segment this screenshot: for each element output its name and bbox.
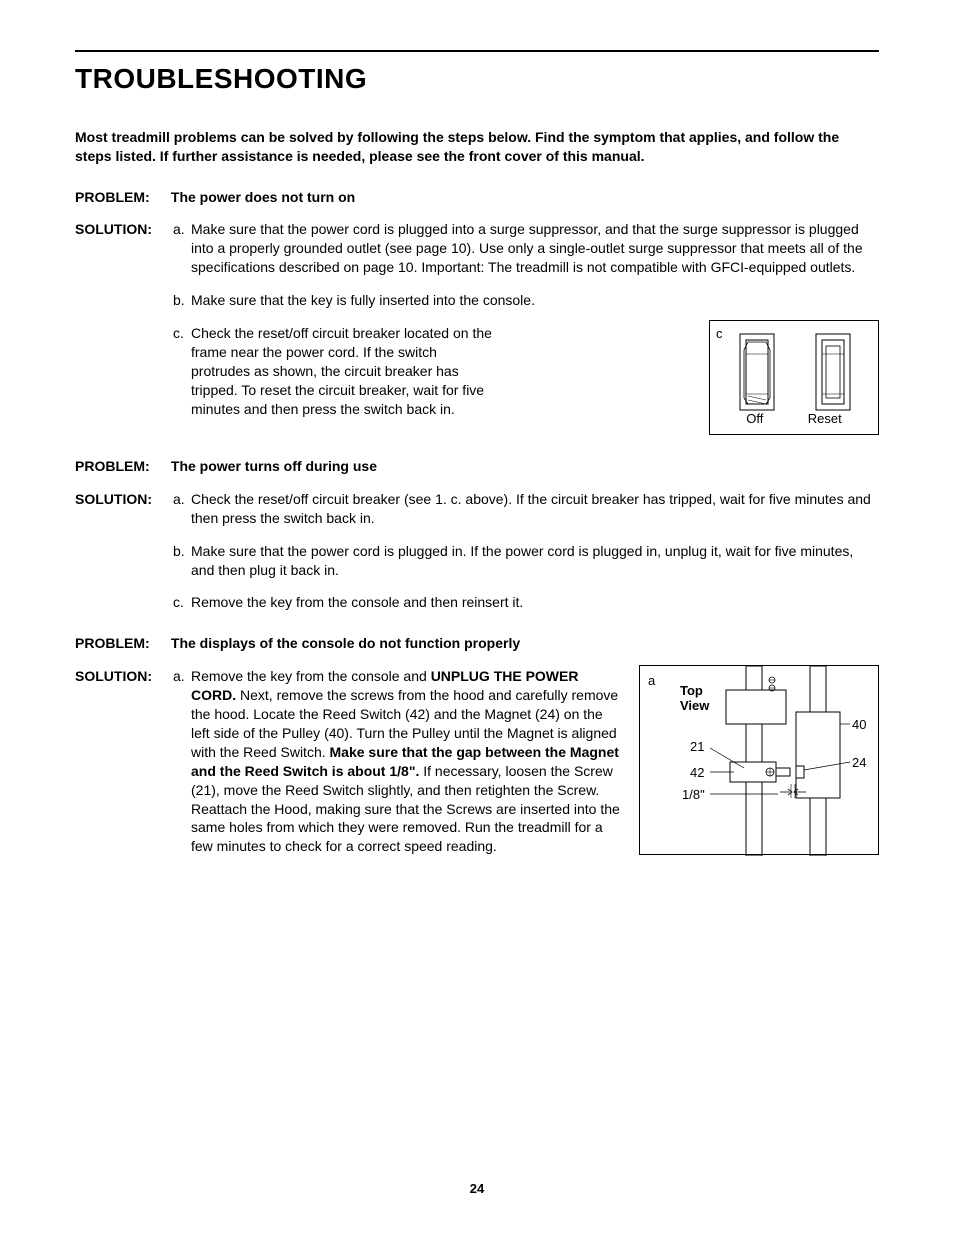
solution-2a-row: SOLUTION: a. Check the reset/off circuit… (75, 490, 879, 528)
item-letter: a. (173, 490, 191, 509)
solution-2b-text: Make sure that the power cord is plugged… (191, 542, 879, 580)
solution-3a-row: SOLUTION: a. Remove the key from the con… (75, 667, 621, 856)
figure-c: c Off Reset (709, 320, 879, 435)
figure-c-labels: Off Reset (710, 410, 878, 428)
solution-1a-row: SOLUTION: a. Make sure that the power co… (75, 220, 879, 277)
label-21: 21 (690, 738, 704, 756)
item-letter: c. (173, 593, 191, 612)
figure-a: a (639, 665, 879, 855)
circuit-breaker-icon (710, 329, 880, 419)
solution-2b-row: b. Make sure that the power cord is plug… (75, 542, 879, 580)
solution-2c-text: Remove the key from the console and then… (191, 593, 879, 612)
solution-3a-text: Remove the key from the console and UNPL… (191, 667, 621, 856)
solution-1: SOLUTION: a. Make sure that the power co… (75, 220, 879, 435)
reset-label: Reset (808, 410, 842, 428)
problem-label: PROBLEM: (75, 634, 167, 653)
problem-1-title: The power does not turn on (171, 189, 355, 205)
label-18: 1/8" (682, 786, 705, 804)
label-24: 24 (852, 754, 866, 772)
solution-label: SOLUTION: (75, 490, 173, 509)
solution-2a-text: Check the reset/off circuit breaker (see… (191, 490, 879, 528)
solution-label: SOLUTION: (75, 667, 173, 686)
page-title: TROUBLESHOOTING (75, 60, 879, 98)
top-rule (75, 50, 879, 52)
top-view-diagram-icon (640, 666, 880, 856)
item-letter: a. (173, 667, 191, 686)
label-42: 42 (690, 764, 704, 782)
solution-1b-text: Make sure that the key is fully inserted… (191, 291, 879, 310)
solution-3: a (75, 667, 879, 870)
p3a-pre: Remove the key from the console and (191, 668, 431, 684)
item-letter: b. (173, 291, 191, 310)
item-letter: c. (173, 324, 191, 418)
item-letter: b. (173, 542, 191, 580)
problem-1-heading: PROBLEM: The power does not turn on (75, 188, 879, 207)
item-letter: a. (173, 220, 191, 239)
solution-1c-row: c. Check the reset/off circuit breaker l… (75, 324, 689, 418)
problem-label: PROBLEM: (75, 457, 167, 476)
label-40: 40 (852, 716, 866, 734)
solution-2: SOLUTION: a. Check the reset/off circuit… (75, 490, 879, 612)
problem-label: PROBLEM: (75, 188, 167, 207)
solution-1a-text: Make sure that the power cord is plugged… (191, 220, 879, 277)
solution-1c-text: Check the reset/off circuit breaker loca… (191, 324, 499, 418)
top-view-label: Top View (680, 684, 709, 713)
problem-3-title: The displays of the console do not funct… (171, 635, 520, 651)
intro-text: Most treadmill problems can be solved by… (75, 128, 879, 166)
problem-2-heading: PROBLEM: The power turns off during use (75, 457, 879, 476)
off-label: Off (746, 410, 763, 428)
solution-2c-row: c. Remove the key from the console and t… (75, 593, 879, 612)
solution-1b-row: b. Make sure that the key is fully inser… (75, 291, 879, 310)
problem-2-title: The power turns off during use (171, 458, 377, 474)
page-number: 24 (75, 1180, 879, 1198)
solution-label: SOLUTION: (75, 220, 173, 239)
problem-3-heading: PROBLEM: The displays of the console do … (75, 634, 879, 653)
